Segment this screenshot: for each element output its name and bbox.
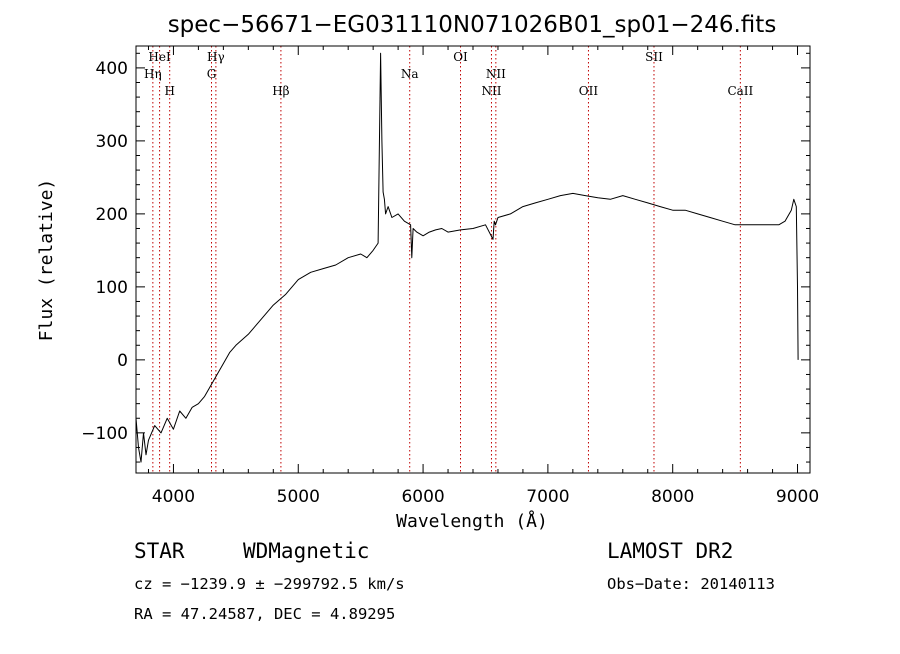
line-label-12: CaII — [727, 84, 753, 98]
line-label-3: Hγ — [207, 50, 225, 64]
survey-name: LAMOST DR2 — [607, 539, 733, 563]
emission-line-labels: HeI HηH Hγ G Hβ Na OI NII NII OII SII CaII — [144, 50, 753, 98]
line-label-4: G — [207, 67, 217, 81]
object-class: STAR — [134, 539, 185, 563]
y-tick-label: 300 — [96, 132, 128, 152]
object-subclass: WDMagnetic — [243, 539, 369, 563]
y-axis-ticks: −100 0 100 200 300 400 — [81, 52, 810, 463]
y-axis-label: Flux (relative) — [36, 179, 57, 342]
plot-frame — [135, 45, 811, 474]
x-tick-label: 5000 — [277, 487, 320, 507]
line-label-7: OI — [453, 50, 468, 64]
x-axis-label: Wavelength (Å) — [396, 510, 548, 532]
y-tick-label: 200 — [96, 205, 128, 225]
line-label-8: NII — [486, 67, 506, 81]
x-tick-label: 9000 — [776, 487, 819, 507]
line-label-6: Na — [401, 67, 419, 81]
line-label-1: Hη — [144, 67, 162, 81]
y-tick-label: 100 — [96, 278, 128, 298]
y-tick-label: 400 — [96, 59, 128, 79]
x-tick-label: 8000 — [651, 487, 694, 507]
spectrum-series — [135, 52, 799, 463]
observation-date: Obs−Date: 20140113 — [607, 575, 775, 593]
x-axis-ticks: 4000 5000 6000 7000 8000 9000 — [147, 46, 819, 507]
line-label-9: NII — [481, 84, 501, 98]
x-tick-label: 4000 — [152, 487, 195, 507]
line-label-11: SII — [645, 50, 663, 64]
coordinates-readout: RA = 47.24587, DEC = 4.89295 — [134, 605, 395, 623]
line-label-10: OII — [579, 84, 599, 98]
line-label-0: HeI — [148, 50, 171, 64]
emission-line-markers — [152, 46, 741, 473]
y-tick-label: −100 — [81, 424, 128, 444]
x-tick-label: 6000 — [401, 487, 444, 507]
line-label-5: Hβ — [272, 84, 289, 98]
y-tick-label: 0 — [117, 351, 128, 371]
line-label-2: H — [164, 84, 174, 98]
spectrum-line-0 — [135, 52, 799, 463]
chart-title: spec−56671−EG031110N071026B01_sp01−246.f… — [168, 12, 777, 38]
redshift-readout: cz = −1239.9 ± −299792.5 km/s — [134, 575, 405, 593]
x-tick-label: 7000 — [526, 487, 569, 507]
